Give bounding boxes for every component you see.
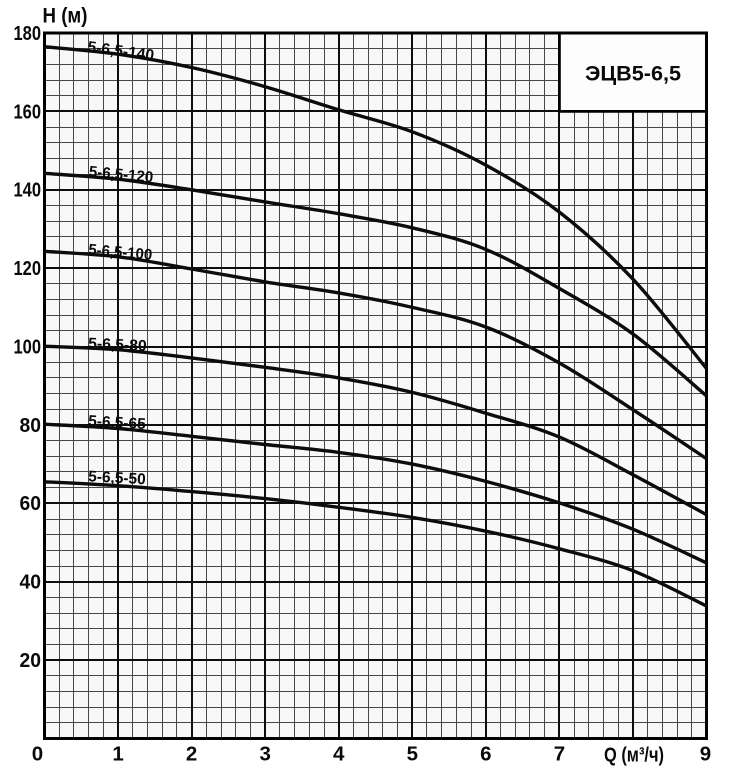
svg-text:60: 60 [20, 492, 42, 515]
svg-text:ЭЦВ5-6,5: ЭЦВ5-6,5 [585, 62, 681, 86]
svg-text:20: 20 [20, 649, 42, 672]
svg-text:H (м): H (м) [43, 4, 88, 28]
svg-text:2: 2 [186, 743, 197, 766]
svg-text:120: 120 [14, 257, 42, 280]
svg-text:3: 3 [259, 743, 270, 766]
svg-text:100: 100 [14, 336, 42, 359]
svg-text:140: 140 [14, 179, 42, 202]
svg-text:5-6,5-65: 5-6,5-65 [88, 413, 147, 433]
svg-text:1: 1 [112, 743, 123, 766]
svg-text:160: 160 [14, 100, 42, 123]
svg-text:80: 80 [20, 414, 42, 437]
svg-text:5-6,5-100: 5-6,5-100 [88, 241, 153, 264]
svg-text:180: 180 [14, 22, 42, 45]
svg-text:4: 4 [333, 743, 345, 766]
svg-text:5-6,5-120: 5-6,5-120 [88, 163, 154, 186]
svg-text:5-6,5-50: 5-6,5-50 [88, 468, 146, 488]
svg-text:0: 0 [32, 743, 43, 766]
svg-text:Q (м³/ч): Q (м³/ч) [604, 744, 664, 767]
svg-text:5-6,5-80: 5-6,5-80 [88, 335, 147, 355]
svg-text:7: 7 [554, 743, 565, 766]
svg-text:6: 6 [480, 743, 491, 766]
svg-text:9: 9 [700, 743, 711, 766]
svg-text:40: 40 [20, 571, 42, 594]
svg-text:5: 5 [407, 743, 418, 766]
